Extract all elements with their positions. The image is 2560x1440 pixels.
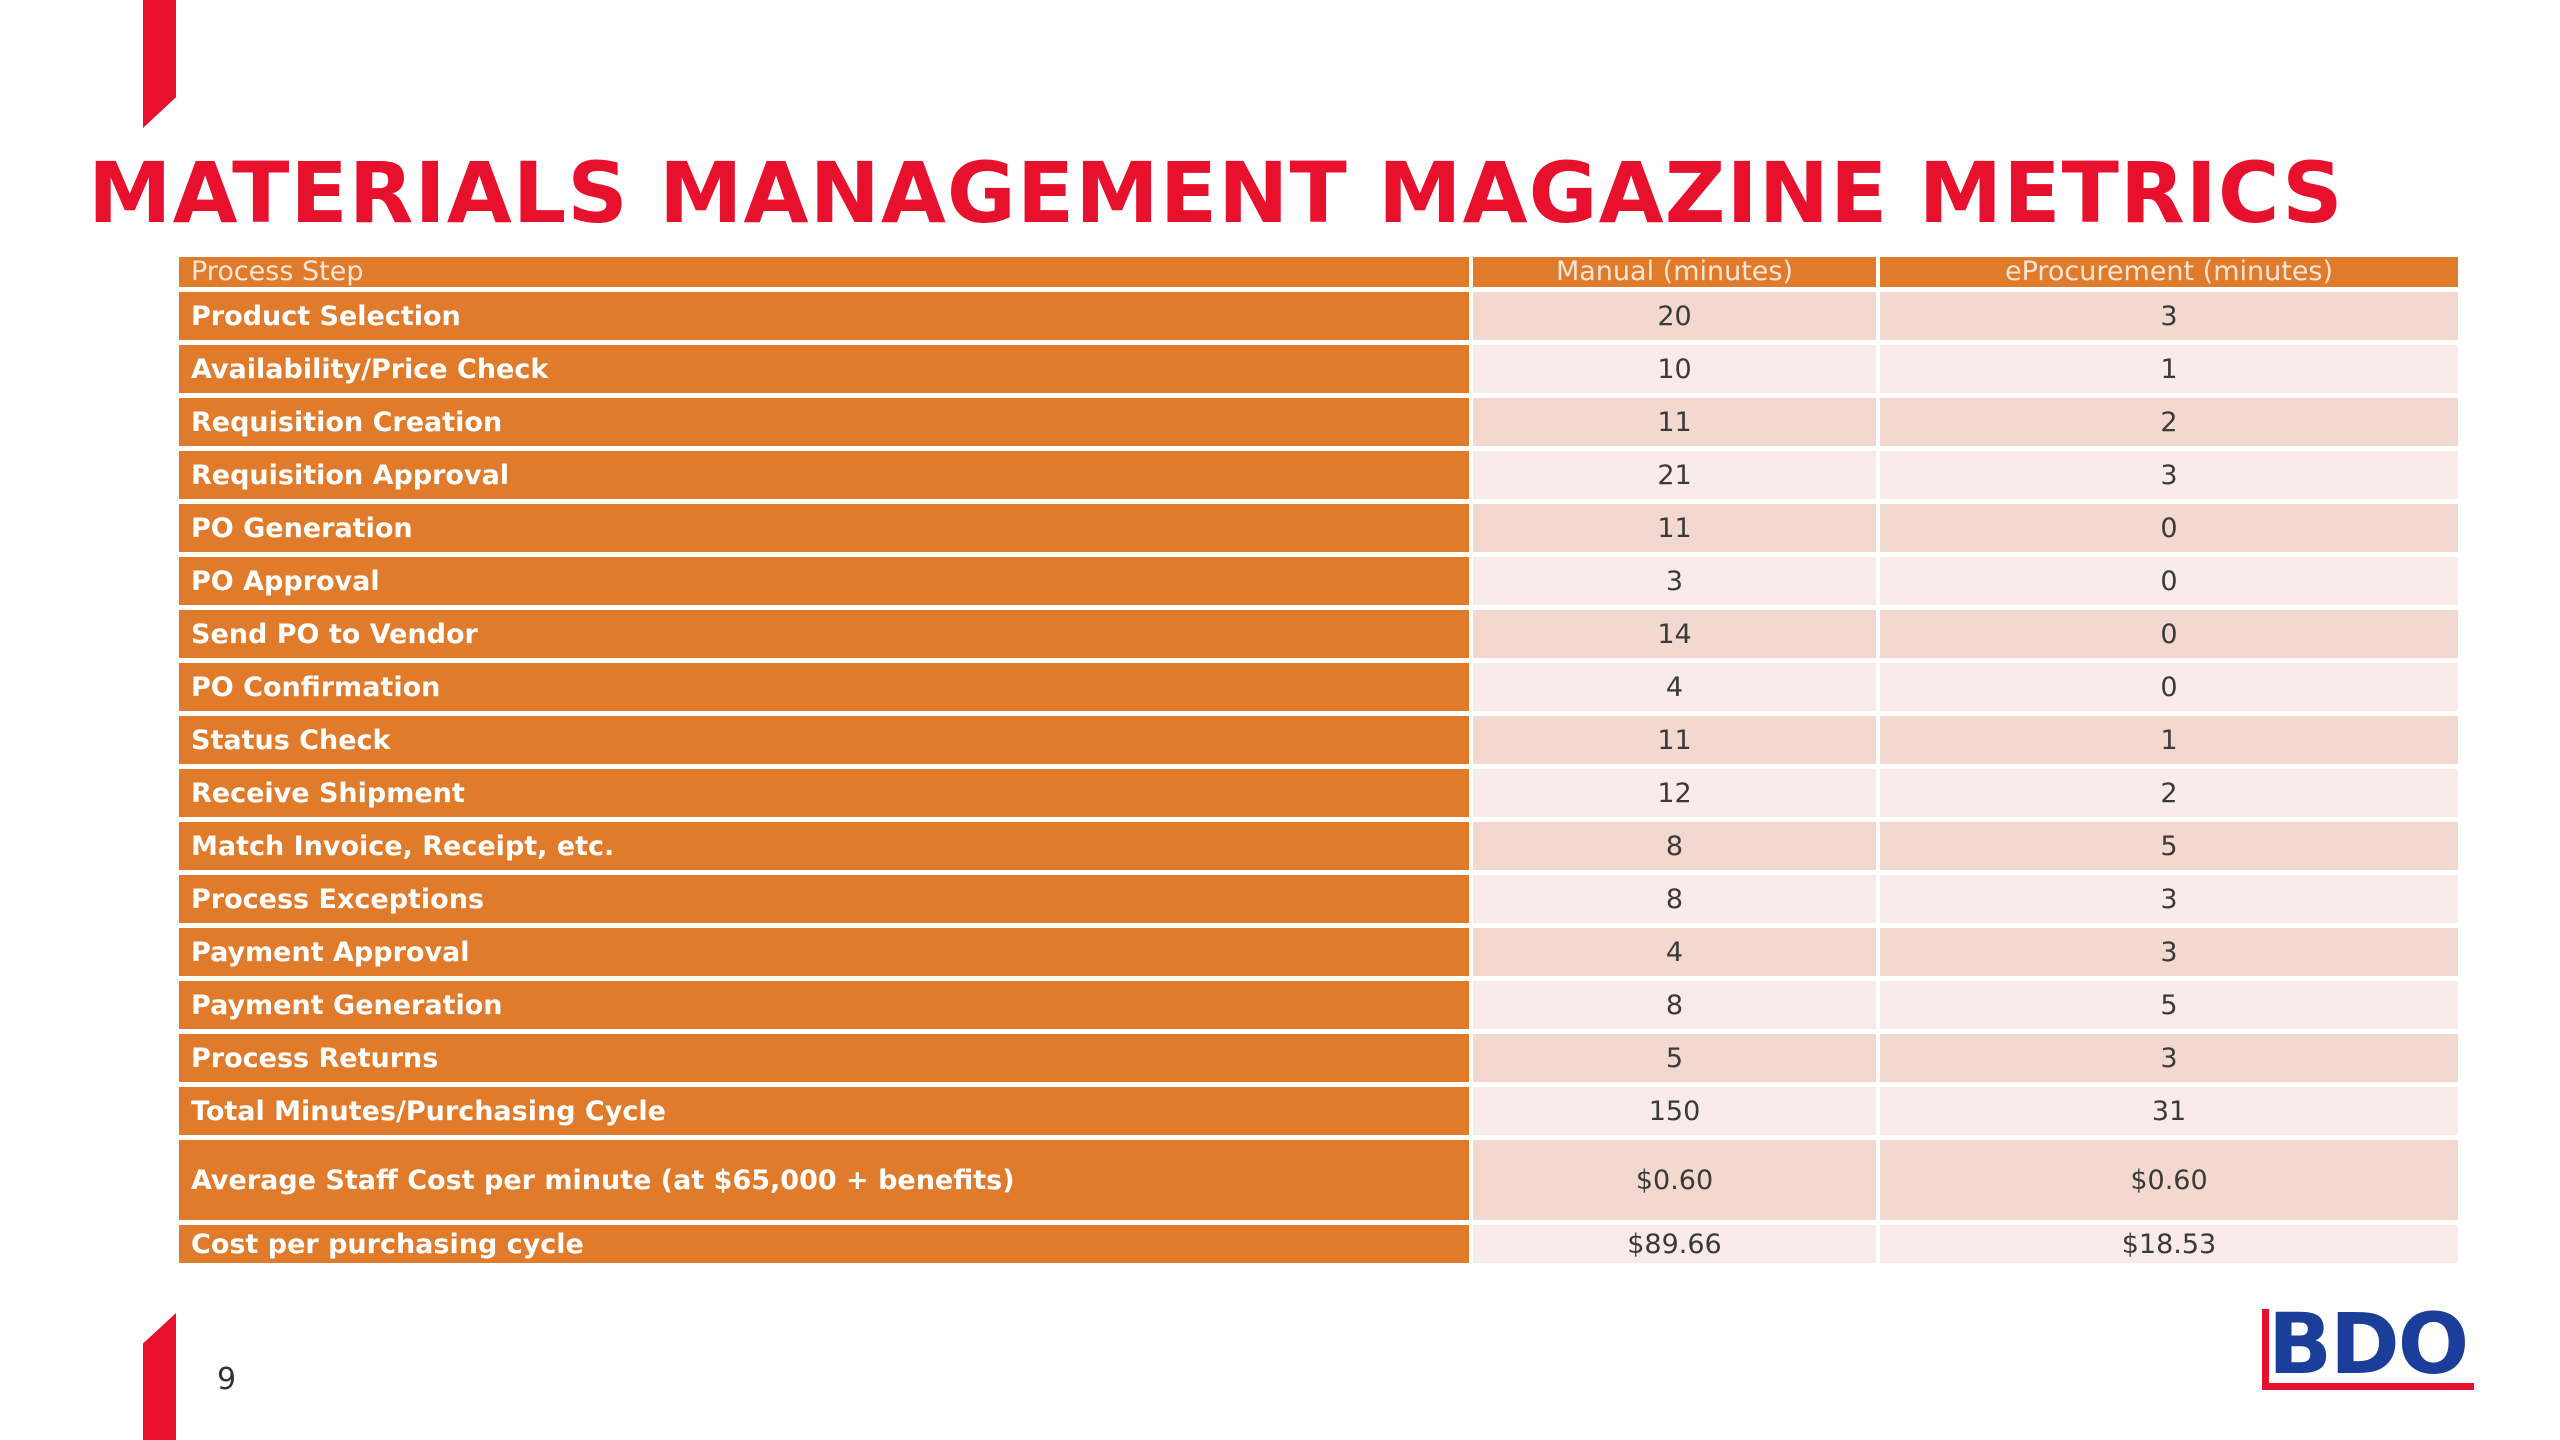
- logo-wordmark: BDO: [2268, 1295, 2469, 1393]
- eprocurement-minutes-cell: 31: [1880, 1087, 2458, 1135]
- eprocurement-minutes-cell: 3: [1880, 1034, 2458, 1082]
- table-body: Product Selection 20 3 Availability/Price C…: [179, 292, 2458, 1263]
- process-step-cell: Status Check: [179, 716, 1469, 764]
- manual-minutes-cell: 20: [1473, 292, 1876, 340]
- eprocurement-minutes-cell: 2: [1880, 398, 2458, 446]
- table-row: Send PO to Vendor 14 0: [179, 610, 2458, 658]
- manual-minutes-cell: 4: [1473, 928, 1876, 976]
- process-step-cell: Payment Generation: [179, 981, 1469, 1029]
- process-step-cell: Process Exceptions: [179, 875, 1469, 923]
- accent-bar-top: [143, 0, 176, 128]
- eprocurement-minutes-cell: 3: [1880, 875, 2458, 923]
- table-row: Product Selection 20 3: [179, 292, 2458, 340]
- table-row: Total Minutes/Purchasing Cycle 150 31: [179, 1087, 2458, 1135]
- logo-red-bar-horizontal: [2262, 1383, 2474, 1390]
- table-row: Requisition Creation 11 2: [179, 398, 2458, 446]
- eprocurement-minutes-cell: 0: [1880, 663, 2458, 711]
- manual-minutes-cell: 8: [1473, 981, 1876, 1029]
- table-row: PO Approval 3 0: [179, 557, 2458, 605]
- table-row: Cost per purchasing cycle $89.66 $18.53: [179, 1225, 2458, 1263]
- manual-minutes-cell: 11: [1473, 504, 1876, 552]
- process-step-cell: Match Invoice, Receipt, etc.: [179, 822, 1469, 870]
- eprocurement-minutes-cell: $18.53: [1880, 1225, 2458, 1263]
- eprocurement-minutes-cell: 0: [1880, 610, 2458, 658]
- header-manual-minutes: Manual (minutes): [1473, 257, 1876, 287]
- header-eprocurement-minutes: eProcurement (minutes): [1880, 257, 2458, 287]
- header-process-step: Process Step: [179, 257, 1469, 287]
- manual-minutes-cell: 12: [1473, 769, 1876, 817]
- accent-bar-bottom: [143, 1313, 176, 1440]
- process-step-cell: Process Returns: [179, 1034, 1469, 1082]
- eprocurement-minutes-cell: 3: [1880, 928, 2458, 976]
- eprocurement-minutes-cell: 3: [1880, 451, 2458, 499]
- process-step-cell: Cost per purchasing cycle: [179, 1225, 1469, 1263]
- eprocurement-minutes-cell: 1: [1880, 716, 2458, 764]
- metrics-table: Process Step Manual (minutes) eProcureme…: [175, 252, 2462, 1268]
- manual-minutes-cell: 11: [1473, 398, 1876, 446]
- manual-minutes-cell: 10: [1473, 345, 1876, 393]
- eprocurement-minutes-cell: 0: [1880, 504, 2458, 552]
- table-row: Availability/Price Check 10 1: [179, 345, 2458, 393]
- table-row: Process Exceptions 8 3: [179, 875, 2458, 923]
- table-row: Average Staff Cost per minute (at $65,00…: [179, 1140, 2458, 1220]
- manual-minutes-cell: $0.60: [1473, 1140, 1876, 1220]
- process-step-cell: Total Minutes/Purchasing Cycle: [179, 1087, 1469, 1135]
- table-header-row: Process Step Manual (minutes) eProcureme…: [179, 257, 2458, 287]
- eprocurement-minutes-cell: 5: [1880, 822, 2458, 870]
- table-row: Receive Shipment 12 2: [179, 769, 2458, 817]
- process-step-cell: Requisition Creation: [179, 398, 1469, 446]
- table-row: PO Generation 11 0: [179, 504, 2458, 552]
- eprocurement-minutes-cell: $0.60: [1880, 1140, 2458, 1220]
- manual-minutes-cell: 8: [1473, 822, 1876, 870]
- eprocurement-minutes-cell: 0: [1880, 557, 2458, 605]
- process-step-cell: Availability/Price Check: [179, 345, 1469, 393]
- process-step-cell: Receive Shipment: [179, 769, 1469, 817]
- table-row: PO Confirmation 4 0: [179, 663, 2458, 711]
- process-step-cell: PO Confirmation: [179, 663, 1469, 711]
- process-step-cell: Payment Approval: [179, 928, 1469, 976]
- process-step-cell: Average Staff Cost per minute (at $65,00…: [179, 1140, 1469, 1220]
- table-row: Payment Generation 8 5: [179, 981, 2458, 1029]
- manual-minutes-cell: 5: [1473, 1034, 1876, 1082]
- manual-minutes-cell: 11: [1473, 716, 1876, 764]
- eprocurement-minutes-cell: 2: [1880, 769, 2458, 817]
- manual-minutes-cell: 14: [1473, 610, 1876, 658]
- manual-minutes-cell: 21: [1473, 451, 1876, 499]
- manual-minutes-cell: 150: [1473, 1087, 1876, 1135]
- manual-minutes-cell: $89.66: [1473, 1225, 1876, 1263]
- manual-minutes-cell: 4: [1473, 663, 1876, 711]
- process-step-cell: Requisition Approval: [179, 451, 1469, 499]
- bdo-logo: BDO: [2262, 1299, 2474, 1393]
- eprocurement-minutes-cell: 1: [1880, 345, 2458, 393]
- manual-minutes-cell: 3: [1473, 557, 1876, 605]
- table-row: Status Check 11 1: [179, 716, 2458, 764]
- manual-minutes-cell: 8: [1473, 875, 1876, 923]
- table-row: Process Returns 5 3: [179, 1034, 2458, 1082]
- logo-red-bar-vertical: [2262, 1309, 2269, 1389]
- table-row: Requisition Approval 21 3: [179, 451, 2458, 499]
- process-step-cell: PO Approval: [179, 557, 1469, 605]
- process-step-cell: Product Selection: [179, 292, 1469, 340]
- page-number: 9: [217, 1362, 237, 1397]
- eprocurement-minutes-cell: 5: [1880, 981, 2458, 1029]
- eprocurement-minutes-cell: 3: [1880, 292, 2458, 340]
- process-step-cell: Send PO to Vendor: [179, 610, 1469, 658]
- table-row: Match Invoice, Receipt, etc. 8 5: [179, 822, 2458, 870]
- slide-title: MATERIALS MANAGEMENT MAGAZINE METRICS: [88, 144, 2344, 242]
- process-step-cell: PO Generation: [179, 504, 1469, 552]
- table-row: Payment Approval 4 3: [179, 928, 2458, 976]
